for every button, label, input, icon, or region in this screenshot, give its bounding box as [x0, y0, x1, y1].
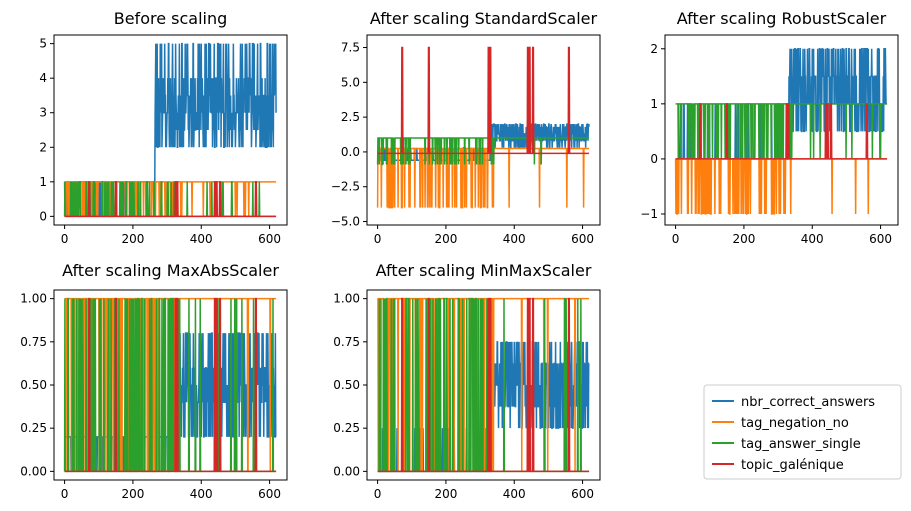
series-line-tag_negation_no — [376, 147, 590, 209]
series-line-tag_answer_single — [675, 103, 888, 160]
x-axis: 0 200 400 600 — [61, 225, 281, 246]
x-tick-label: 400 — [801, 232, 824, 246]
subplot-robustscaler: After scaling RobustScaler 0 200 400 600 −1… — [640, 9, 899, 246]
x-axis: 0 200 400 600 — [374, 225, 594, 246]
y-tick-label: 0.25 — [20, 421, 47, 435]
legend-frame — [703, 384, 902, 480]
series-line-topic_galénique — [64, 297, 277, 473]
y-tick-label: 0 — [650, 152, 658, 166]
plot-area — [63, 42, 277, 218]
x-tick-label: 200 — [121, 487, 144, 501]
x-tick-label: 200 — [434, 487, 457, 501]
subplot-title: After scaling StandardScaler — [370, 9, 598, 28]
y-tick-label: 0.50 — [333, 378, 360, 392]
x-axis: 0 200 400 600 — [672, 225, 892, 246]
x-tick-label: 600 — [258, 232, 281, 246]
y-tick-label: −1 — [640, 207, 658, 221]
x-tick-label: 400 — [190, 232, 213, 246]
y-tick-label: 1.00 — [333, 292, 360, 306]
subplot-minmaxscaler: After scaling MinMaxScaler 0 200 400 600 0.… — [333, 261, 601, 501]
y-tick-label: −2.5 — [331, 180, 360, 194]
y-axis: −1 0 1 2 — [640, 42, 665, 221]
x-tick-label: 600 — [869, 232, 892, 246]
y-tick-label: 0.00 — [20, 464, 47, 478]
plot-area — [377, 297, 590, 473]
x-tick-label: 200 — [121, 232, 144, 246]
x-tick-label: 0 — [61, 487, 69, 501]
x-tick-label: 0 — [374, 232, 382, 246]
subplot-title: After scaling MinMaxScaler — [376, 261, 592, 280]
x-tick-label: 200 — [434, 232, 457, 246]
series-line-topic_galénique — [377, 46, 590, 155]
subplot-title: After scaling RobustScaler — [677, 9, 887, 28]
y-tick-label: 0.25 — [333, 421, 360, 435]
y-tick-label: 1 — [39, 175, 47, 189]
legend-label: topic_galénique — [741, 458, 844, 473]
legend-label: tag_answer_single — [741, 437, 861, 452]
y-axis: −5.0 −2.5 0.0 2.5 5.0 7.5 — [331, 41, 367, 229]
axes-frame — [53, 34, 288, 226]
y-tick-label: 2 — [650, 42, 658, 56]
x-tick-label: 0 — [672, 232, 680, 246]
y-axis: 0.00 0.25 0.50 0.75 1.00 — [333, 292, 367, 478]
series-line-topic_galénique — [64, 181, 277, 218]
axes-frame — [366, 34, 601, 226]
subplot-title: After scaling MaxAbsScaler — [62, 261, 279, 280]
y-tick-label: 2 — [39, 140, 47, 154]
plot-area — [674, 48, 888, 215]
y-tick-label: 2.5 — [341, 110, 360, 124]
subplot-title: Before scaling — [114, 9, 228, 28]
legend-label: tag_negation_no — [741, 416, 849, 431]
y-tick-label: 7.5 — [341, 41, 360, 55]
axes-frame — [664, 34, 899, 226]
legend: nbr_correct_answers tag_negation_no tag_… — [703, 384, 902, 480]
subplot-maxabsscaler: After scaling MaxAbsScaler 0 200 400 600 0.… — [20, 261, 288, 501]
x-tick-label: 600 — [571, 232, 594, 246]
y-tick-label: 0 — [39, 209, 47, 223]
x-axis: 0 200 400 600 — [61, 480, 281, 501]
x-tick-label: 200 — [732, 232, 755, 246]
y-tick-label: 1 — [650, 97, 658, 111]
x-tick-label: 0 — [374, 487, 382, 501]
x-tick-label: 0 — [61, 232, 69, 246]
series-line-topic_galénique — [675, 103, 888, 160]
y-tick-label: −5.0 — [331, 215, 360, 229]
subplot-standardscaler: After scaling StandardScaler 0 200 400 600 … — [331, 9, 601, 246]
x-tick-label: 600 — [571, 487, 594, 501]
x-tick-label: 600 — [258, 487, 281, 501]
legend-label: nbr_correct_answers — [741, 395, 875, 410]
y-axis: 0 1 2 3 4 5 — [39, 37, 54, 223]
x-tick-label: 400 — [503, 487, 526, 501]
y-tick-label: 3 — [39, 106, 47, 120]
y-tick-label: 4 — [39, 71, 47, 85]
subplot-before-scaling: Before scaling 0 200 400 600 0 1 2 3 4 5 — [39, 9, 288, 246]
x-tick-label: 400 — [503, 232, 526, 246]
y-axis: 0.00 0.25 0.50 0.75 1.00 — [20, 292, 54, 478]
x-axis: 0 200 400 600 — [374, 480, 594, 501]
x-tick-label: 400 — [190, 487, 213, 501]
y-tick-label: 5 — [39, 37, 47, 51]
y-tick-label: 0.0 — [341, 145, 360, 159]
y-tick-label: 0.50 — [20, 378, 47, 392]
y-tick-label: 5.0 — [341, 75, 360, 89]
y-tick-label: 1.00 — [20, 292, 47, 306]
y-tick-label: 0.75 — [333, 335, 360, 349]
plot-area — [376, 46, 590, 209]
series-line-tag_answer_single — [376, 137, 590, 166]
y-tick-label: 0.75 — [20, 335, 47, 349]
plot-area — [63, 297, 277, 473]
y-tick-label: 0.00 — [333, 464, 360, 478]
series-line-topic_galénique — [377, 297, 590, 473]
